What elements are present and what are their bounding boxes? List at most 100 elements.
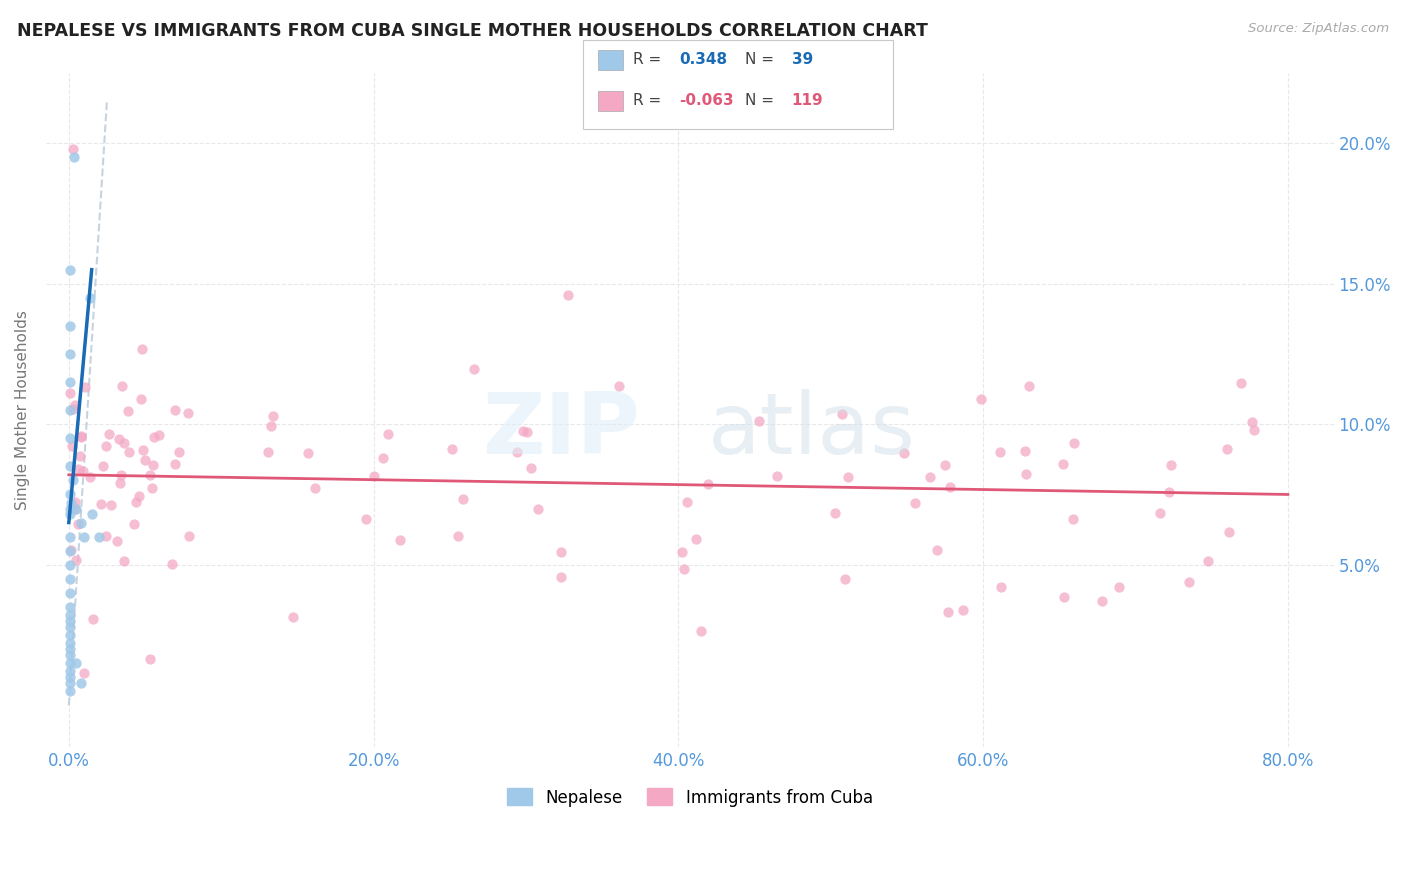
Point — [72, 464, 94, 478]
Point — [356, 512, 378, 526]
Point — [1108, 580, 1130, 594]
Text: atlas: atlas — [709, 389, 917, 472]
Point — [132, 443, 155, 458]
Point — [441, 442, 464, 457]
Point — [1197, 554, 1219, 568]
Point — [58, 619, 80, 633]
Point — [79, 470, 101, 484]
Point — [177, 406, 200, 420]
Point — [837, 470, 859, 484]
Point — [1178, 574, 1201, 589]
Point — [63, 495, 86, 509]
Point — [108, 432, 131, 446]
Point — [506, 445, 529, 459]
Point — [990, 580, 1012, 594]
Point — [60, 439, 83, 453]
Point — [58, 501, 80, 516]
Text: 119: 119 — [792, 94, 823, 108]
Point — [697, 476, 720, 491]
Point — [304, 482, 326, 496]
Point — [451, 491, 474, 506]
Point — [58, 318, 80, 333]
Point — [765, 468, 787, 483]
Point — [70, 675, 93, 690]
Point — [281, 609, 304, 624]
Text: Source: ZipAtlas.com: Source: ZipAtlas.com — [1249, 22, 1389, 36]
Point — [520, 461, 543, 475]
Point — [129, 392, 152, 407]
Point — [69, 449, 91, 463]
Point — [97, 427, 120, 442]
Point — [59, 507, 82, 521]
Point — [297, 446, 319, 460]
Text: 0.348: 0.348 — [679, 53, 727, 67]
Point — [671, 545, 693, 559]
Point — [79, 291, 101, 305]
Point — [62, 474, 84, 488]
Text: -0.063: -0.063 — [679, 94, 734, 108]
Point — [259, 418, 281, 433]
Point — [388, 533, 411, 548]
Point — [91, 459, 114, 474]
Point — [105, 534, 128, 549]
Point — [148, 427, 170, 442]
Point — [373, 451, 395, 466]
Text: NEPALESE VS IMMIGRANTS FROM CUBA SINGLE MOTHER HOUSEHOLDS CORRELATION CHART: NEPALESE VS IMMIGRANTS FROM CUBA SINGLE … — [17, 22, 928, 40]
Point — [377, 427, 399, 442]
Point — [952, 603, 974, 617]
Point — [527, 502, 550, 516]
Point — [60, 496, 83, 510]
Point — [1240, 416, 1263, 430]
Point — [512, 424, 534, 438]
Point — [824, 506, 846, 520]
Point — [607, 379, 630, 393]
Point — [1063, 436, 1085, 450]
Point — [939, 480, 962, 494]
Point — [893, 446, 915, 460]
Point — [58, 670, 80, 684]
Point — [167, 445, 190, 459]
Point — [676, 495, 699, 509]
Point — [139, 652, 162, 666]
Point — [122, 516, 145, 531]
Text: N =: N = — [745, 94, 779, 108]
Point — [1052, 457, 1074, 471]
Point — [58, 656, 80, 670]
Point — [59, 543, 82, 558]
Point — [112, 554, 135, 568]
Point — [63, 501, 86, 516]
Point — [363, 468, 385, 483]
Point — [256, 445, 278, 459]
Point — [100, 498, 122, 512]
Point — [58, 558, 80, 572]
Point — [163, 457, 186, 471]
Text: R =: R = — [633, 53, 666, 67]
Point — [936, 605, 959, 619]
Point — [1243, 423, 1265, 437]
Y-axis label: Single Mother Households: Single Mother Households — [15, 310, 30, 510]
Point — [58, 347, 80, 361]
Point — [118, 444, 141, 458]
Point — [134, 453, 156, 467]
Point — [58, 642, 80, 657]
Point — [58, 599, 80, 614]
Point — [70, 429, 93, 443]
Point — [160, 557, 183, 571]
Point — [131, 342, 153, 356]
Point — [73, 379, 96, 393]
Point — [67, 516, 90, 531]
Point — [65, 501, 87, 516]
Point — [58, 608, 80, 623]
Point — [1091, 594, 1114, 608]
Point — [65, 398, 87, 412]
Point — [463, 362, 485, 376]
Point — [447, 529, 470, 543]
Point — [73, 530, 96, 544]
Text: N =: N = — [745, 53, 779, 67]
Point — [58, 628, 80, 642]
Point — [141, 481, 163, 495]
Point — [94, 528, 117, 542]
Point — [110, 379, 132, 393]
Point — [58, 572, 80, 586]
Point — [65, 656, 87, 670]
